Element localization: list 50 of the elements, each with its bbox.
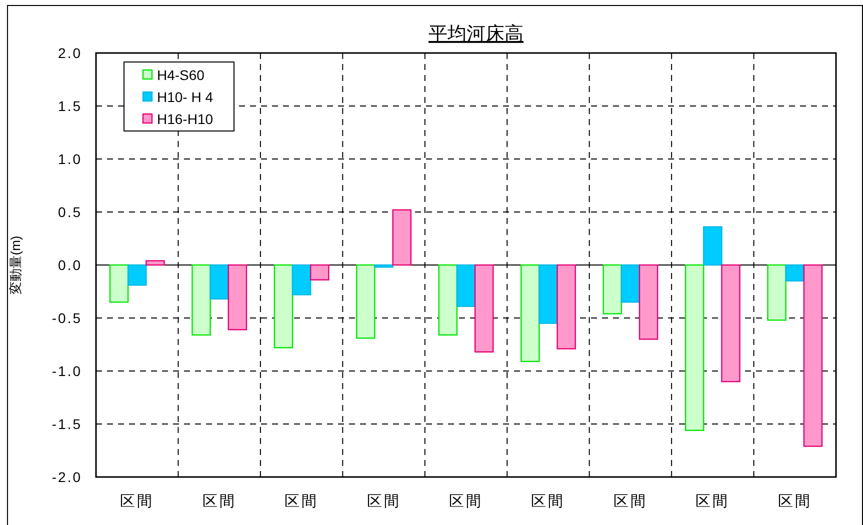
bar — [602, 264, 622, 314]
y-tick-label: 0.0 — [58, 256, 82, 273]
bar — [684, 264, 704, 431]
bar — [438, 264, 458, 336]
bar — [274, 264, 294, 348]
y-tick-label: -1.0 — [52, 362, 82, 379]
x-tick-label: 区間 — [366, 493, 401, 510]
bar — [374, 264, 394, 268]
bar — [638, 264, 658, 340]
legend-label: H4-S60 — [157, 66, 205, 83]
legend-label: H10- H 4 — [157, 88, 214, 105]
bar — [292, 264, 312, 296]
y-tick-label: -2.0 — [52, 468, 82, 485]
bar — [785, 264, 805, 282]
y-tick-label: -0.5 — [52, 310, 82, 326]
legend-label: H16-H10 — [157, 110, 214, 127]
bar — [721, 264, 740, 382]
x-tick-label: 区間 — [778, 493, 812, 510]
bar — [520, 264, 540, 362]
x-tick-label: 区間 — [449, 493, 483, 510]
bar — [228, 264, 248, 330]
bar — [392, 209, 412, 266]
x-tick-label: 区間 — [696, 493, 730, 510]
bar — [474, 264, 494, 353]
bar — [703, 226, 722, 266]
y-axis-title: 変動量(m) — [8, 236, 23, 294]
bar — [356, 264, 376, 339]
bar — [127, 264, 147, 286]
chart-title: 平均河床高 — [428, 23, 524, 45]
x-tick-label: 区間 — [284, 493, 319, 510]
bar — [109, 264, 129, 303]
bar — [456, 264, 476, 307]
y-tick-label: 0.5 — [58, 204, 82, 220]
y-tick-label: -1.5 — [52, 416, 82, 432]
y-tick-label: 2.0 — [58, 44, 82, 61]
bar — [803, 264, 823, 447]
bar — [556, 264, 576, 350]
bar — [310, 264, 330, 280]
y-tick-label: 1.5 — [58, 98, 82, 114]
bar — [620, 264, 640, 303]
bar — [538, 264, 558, 324]
x-tick-label: 区間 — [202, 493, 236, 510]
y-tick-label: 1.0 — [58, 150, 82, 167]
bar — [192, 264, 211, 336]
x-tick-label: 区間 — [120, 493, 154, 510]
bar — [146, 260, 165, 266]
bar — [210, 264, 229, 300]
bar — [767, 264, 786, 321]
x-tick-label: 区間 — [531, 493, 566, 510]
x-tick-label: 区間 — [613, 493, 648, 510]
